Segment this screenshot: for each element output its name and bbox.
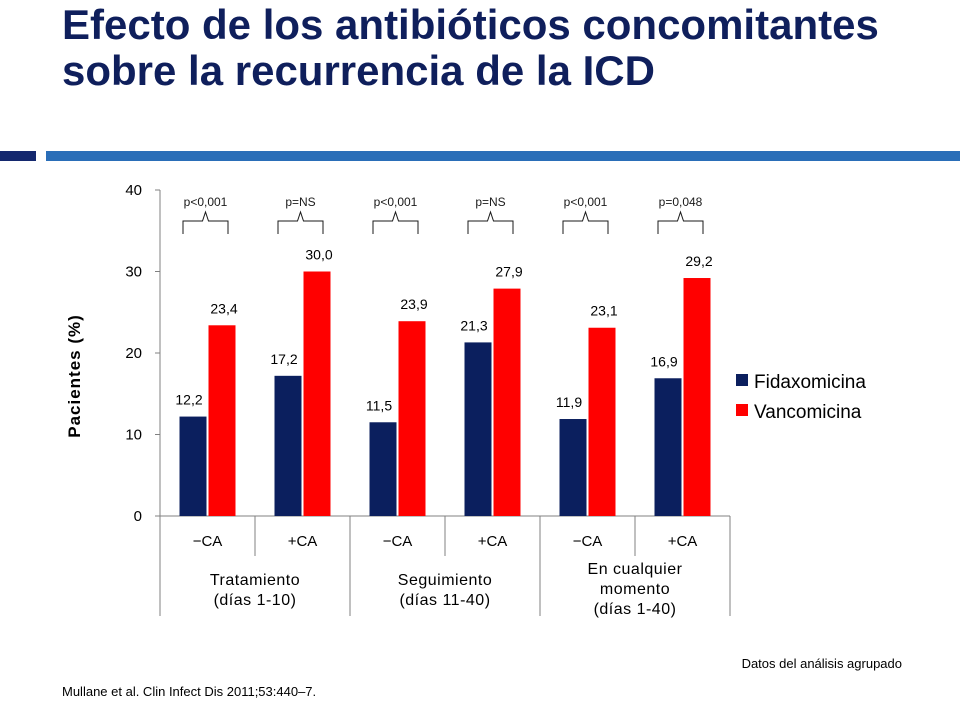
y-tick-label: 10 [125,427,142,444]
bar-fidaxomicina [274,375,302,516]
bar-fidaxomicina [654,378,682,516]
category-label: +CA [478,533,508,550]
p-value-label: p=NS [285,195,315,209]
group-label: (días 11-40) [399,592,490,609]
category-label: −CA [383,533,413,550]
p-value-label: p=NS [475,195,505,209]
legend-swatch-fidaxomicina [736,374,748,386]
bar-vancomicina [208,325,236,516]
bar-vancomicina [398,321,426,516]
y-tick-label: 30 [125,264,142,281]
legend-swatch-vancomicina [736,404,748,416]
p-value-label: p<0,001 [564,195,608,209]
legend-label: Fidaxomicina [754,372,866,393]
data-label-vancomicina: 30,0 [305,247,332,263]
category-label: +CA [668,533,698,550]
data-label-vancomicina: 23,1 [590,303,617,319]
data-label-vancomicina: 27,9 [495,264,522,280]
bar-vancomicina [493,288,521,516]
data-note: Datos del análisis agrupado [741,656,902,671]
data-label-vancomicina: 23,4 [210,300,237,316]
group-label: Seguimiento [398,572,492,589]
bar-fidaxomicina [559,419,587,516]
category-label: −CA [573,533,603,550]
data-label-fidaxomicina: 16,9 [650,353,677,369]
title-rule-left [0,151,36,161]
p-value-bracket [562,210,609,234]
p-value-label: p<0,001 [374,195,418,209]
group-label: momento [600,581,670,598]
category-label: +CA [288,533,318,550]
p-value-bracket [372,210,419,234]
title-rule-right [46,151,960,161]
source-citation: Mullane et al. Clin Infect Dis 2011;53:4… [62,684,317,699]
y-tick-label: 20 [125,345,142,362]
data-label-fidaxomicina: 17,2 [270,351,297,367]
p-value-bracket [467,210,514,234]
p-value-bracket [182,210,229,234]
bar-vancomicina [588,327,616,516]
slide-title: Efecto de los antibióticos concomitantes… [62,1,879,94]
data-label-fidaxomicina: 11,9 [556,394,582,410]
p-value-bracket [277,210,324,234]
p-value-label: p<0,001 [184,195,228,209]
bar-fidaxomicina [464,342,492,516]
y-tick-label: 0 [134,508,142,525]
y-tick-label: 40 [125,182,142,199]
group-label: En cualquier [588,561,683,578]
data-label-fidaxomicina: 21,3 [460,317,487,333]
data-label-vancomicina: 23,9 [400,296,427,312]
data-label-fidaxomicina: 11,5 [366,397,392,413]
p-value-bracket [657,210,704,234]
group-label: Tratamiento [210,572,300,589]
group-label: (días 1-40) [594,601,677,618]
group-label: (días 1-10) [214,592,297,609]
legend-label: Vancomicina [754,402,862,423]
bar-vancomicina [303,271,331,516]
bar-vancomicina [683,278,711,516]
bar-fidaxomicina [369,422,397,516]
y-axis-title: Pacientes (%) [65,314,84,438]
data-label-fidaxomicina: 12,2 [175,392,202,408]
data-label-vancomicina: 29,2 [685,253,712,269]
bar-fidaxomicina [179,416,207,516]
category-label: −CA [193,533,223,550]
p-value-label: p=0,048 [659,195,703,209]
